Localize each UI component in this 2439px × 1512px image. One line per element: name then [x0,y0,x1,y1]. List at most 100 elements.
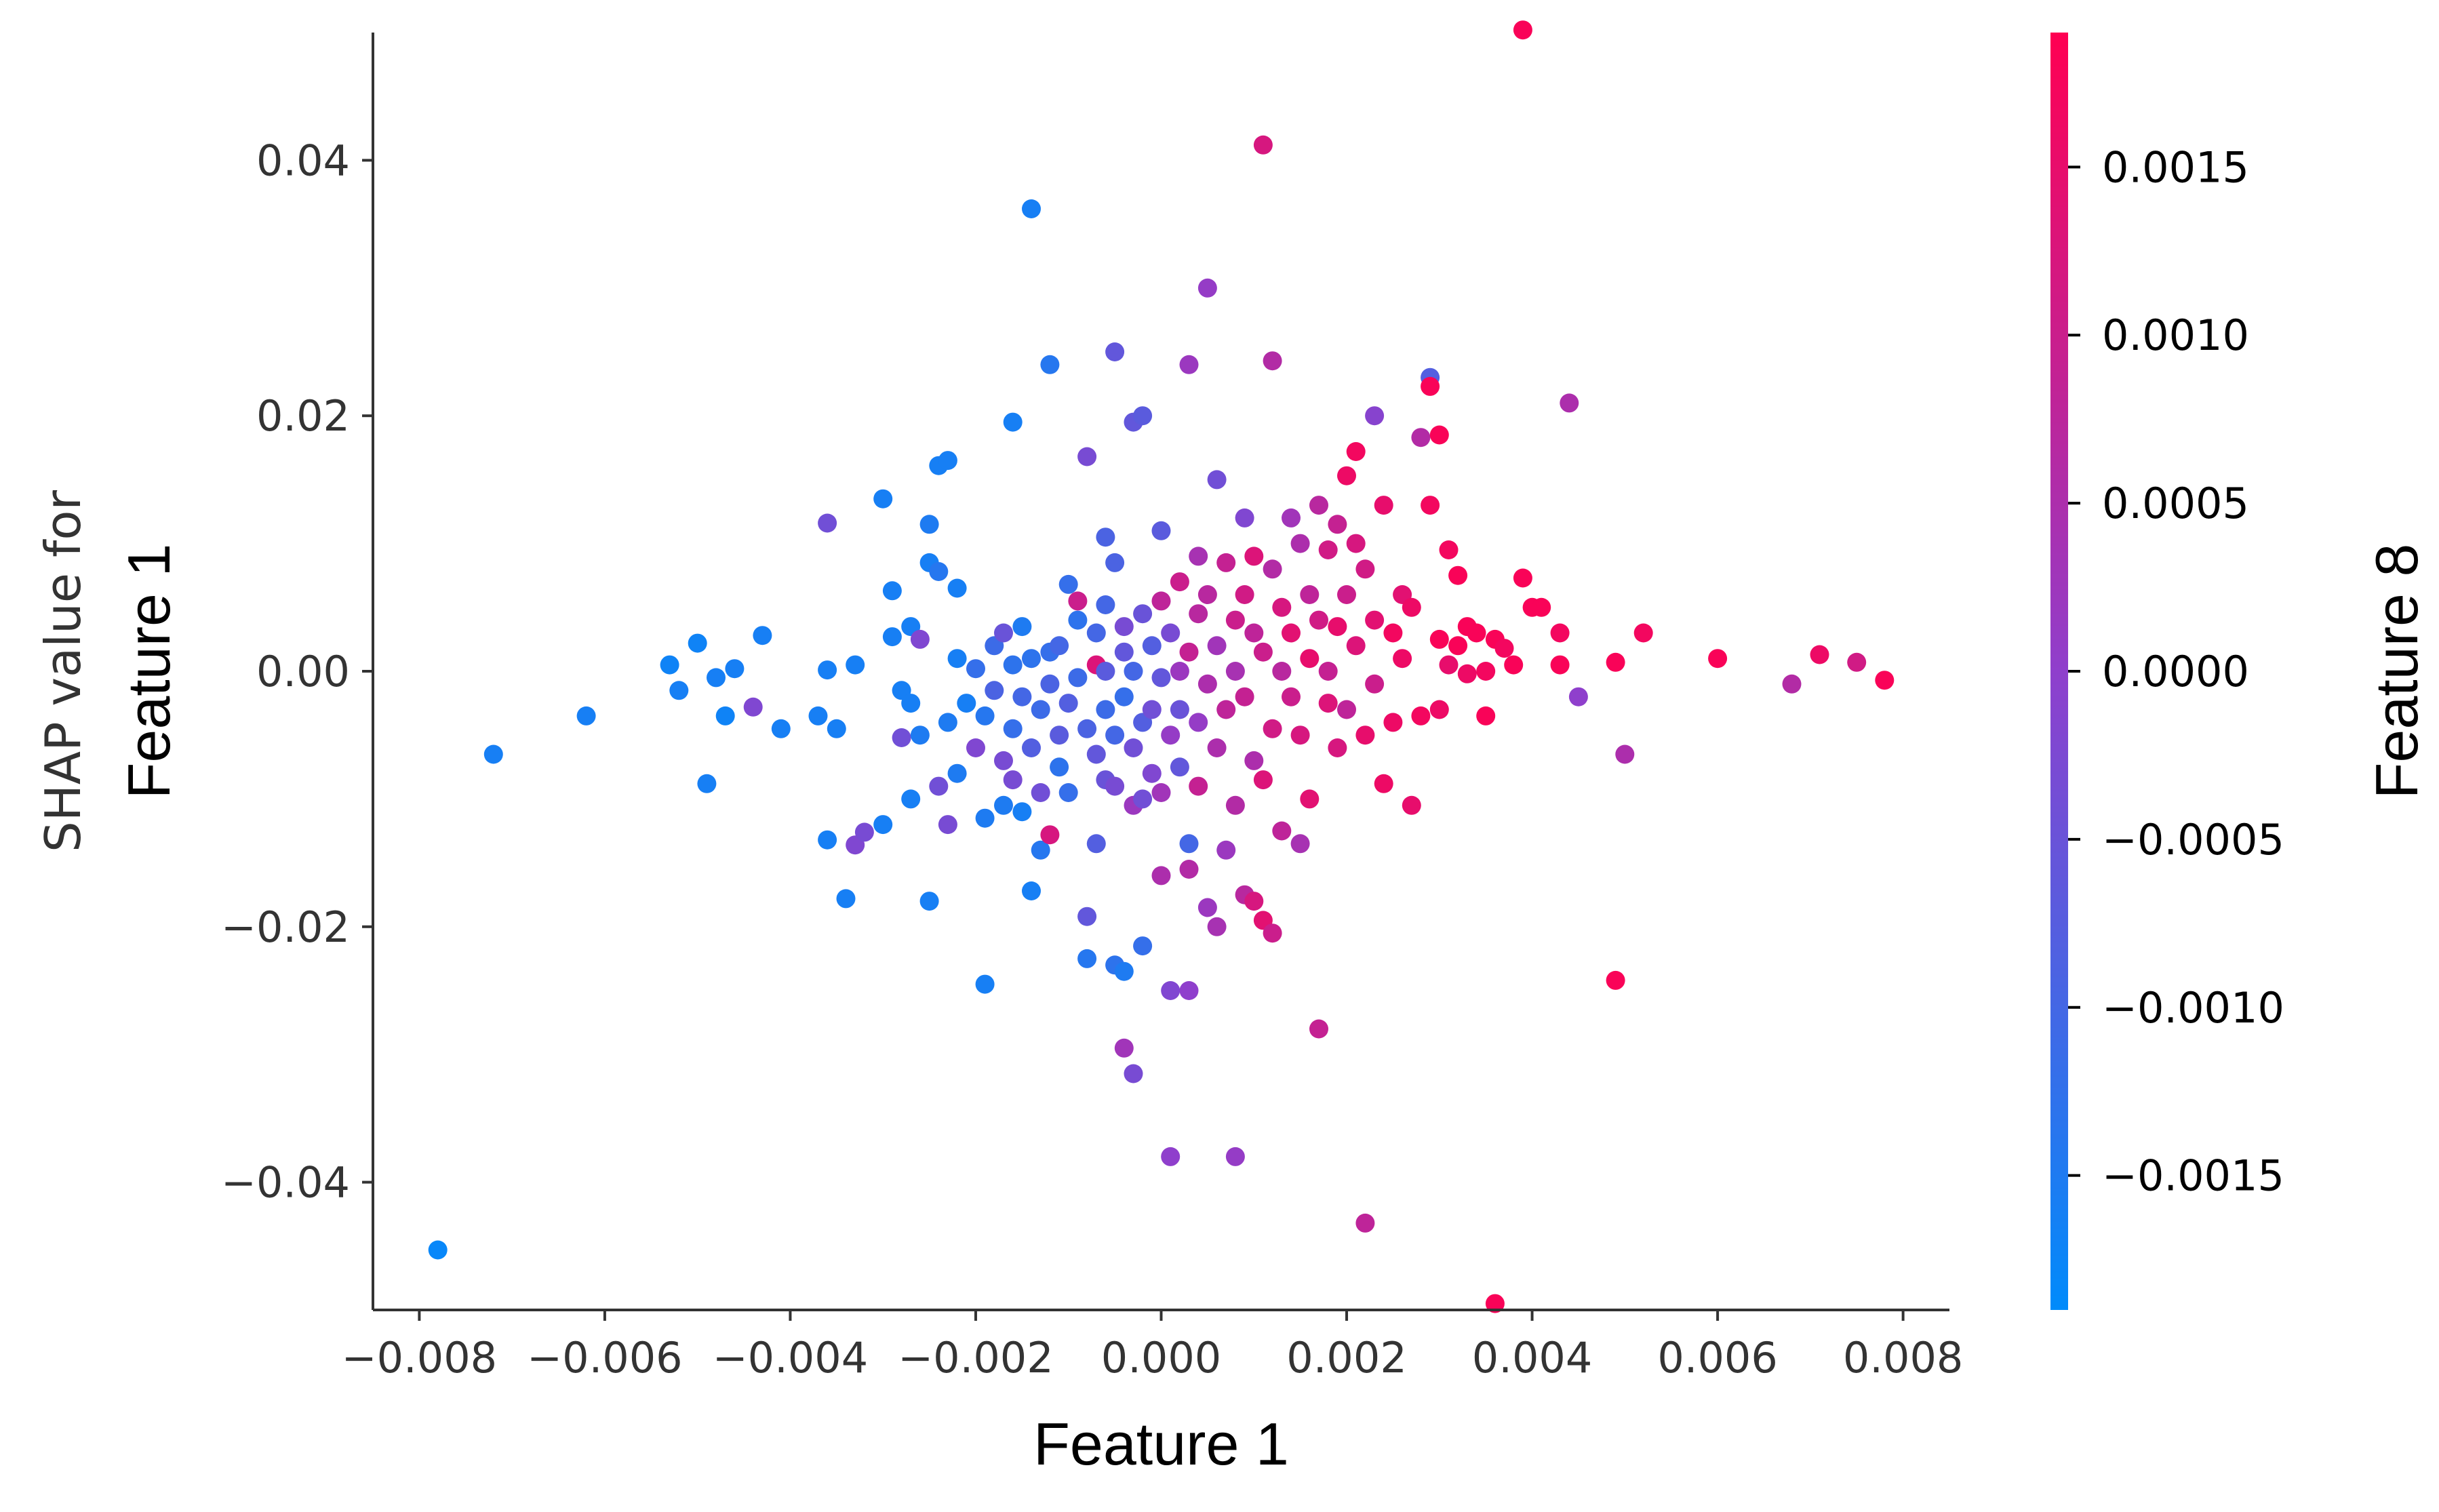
data-point [818,660,837,680]
x-ticks: −0.008 −0.006 −0.004 −0.002 0.000 0.002 0.004 0… [342,1310,1963,1382]
data-point [846,655,865,675]
data-point [1151,591,1171,611]
data-point [1708,649,1728,669]
data-point [1402,597,1421,617]
data-point [1086,834,1106,854]
data-point [1225,610,1245,630]
data-point [985,681,1004,700]
data-point [1124,738,1143,757]
data-point [1012,802,1032,822]
colorbar-tick-label: −0.0005 [2102,815,2284,864]
data-point [1077,447,1097,466]
y-tick-label: 0.04 [256,136,350,185]
data-point [1068,591,1088,611]
data-point [1300,649,1320,669]
data-point [1318,540,1338,559]
data-point [1058,783,1078,802]
data-point [1337,585,1356,604]
data-point [1058,694,1078,713]
data-point [1263,351,1282,371]
data-point [660,655,679,675]
data-point [707,668,726,688]
data-point [938,451,957,471]
data-point [1022,199,1041,218]
data-point [966,659,985,679]
data-point [1429,700,1449,719]
data-point [827,719,846,738]
data-point [1096,528,1115,547]
x-tick-label: −0.006 [527,1333,682,1382]
data-point [1457,664,1477,683]
data-point [1633,623,1653,643]
data-point [1161,1147,1181,1166]
data-point [1105,342,1125,361]
data-point [1875,671,1895,690]
data-point [1151,783,1171,802]
data-point [1086,623,1106,643]
data-point [1216,700,1236,719]
data-point [1207,738,1227,757]
data-point [1476,706,1496,725]
data-point [1235,687,1254,707]
data-point [1355,1213,1375,1233]
data-point [1040,355,1060,374]
data-point [1096,595,1115,614]
data-point [1244,546,1264,566]
data-point [428,1240,448,1260]
data-point [929,562,949,581]
data-point [1300,789,1320,809]
data-point [1124,1064,1143,1083]
data-point [1513,568,1532,588]
data-point [854,822,874,842]
data-point [994,623,1013,643]
data-point [1161,981,1181,1000]
data-point [938,713,957,732]
colorbar-title: Feature 8 [2363,544,2430,799]
data-point [1244,623,1264,643]
data-point [1244,892,1264,911]
data-point [1300,585,1320,604]
x-tick-label: 0.002 [1286,1333,1407,1382]
data-point [1189,776,1208,796]
data-point [1328,515,1347,534]
data-point [947,649,967,669]
data-point [994,795,1013,815]
data-point [1114,642,1134,662]
data-point [1263,923,1282,943]
data-point [882,581,902,601]
data-point [1476,662,1496,681]
data-point [1318,694,1338,713]
data-point [818,513,837,533]
data-point [1504,655,1524,675]
data-point [1050,725,1069,745]
data-point [1263,719,1282,738]
data-point [1235,508,1254,528]
data-point [1068,610,1088,630]
data-point [1606,970,1625,990]
data-point [1179,981,1199,1000]
data-point [1383,623,1403,643]
data-point [1448,565,1468,585]
data-point [1142,763,1162,783]
y-tick-label: 0.00 [256,647,350,696]
data-point [1003,655,1023,675]
x-axis-title: Feature 1 [1033,1410,1289,1477]
data-point [1346,636,1366,656]
data-point [1179,860,1199,879]
data-point [1309,496,1328,515]
data-point [1077,719,1097,738]
data-point [1050,757,1069,777]
data-point [1560,393,1579,413]
data-point [1318,662,1338,681]
data-point [1421,496,1440,515]
data-point [743,697,763,717]
data-point [1615,744,1635,764]
data-point [938,815,957,835]
data-point [1003,412,1023,432]
data-point [1290,725,1310,745]
data-point [1290,834,1310,854]
data-point [1161,623,1181,643]
data-point [1550,623,1570,643]
data-point [1263,559,1282,579]
data-point [1003,719,1023,738]
